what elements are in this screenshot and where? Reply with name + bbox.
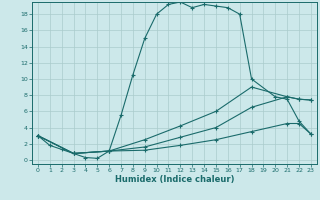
X-axis label: Humidex (Indice chaleur): Humidex (Indice chaleur)	[115, 175, 234, 184]
